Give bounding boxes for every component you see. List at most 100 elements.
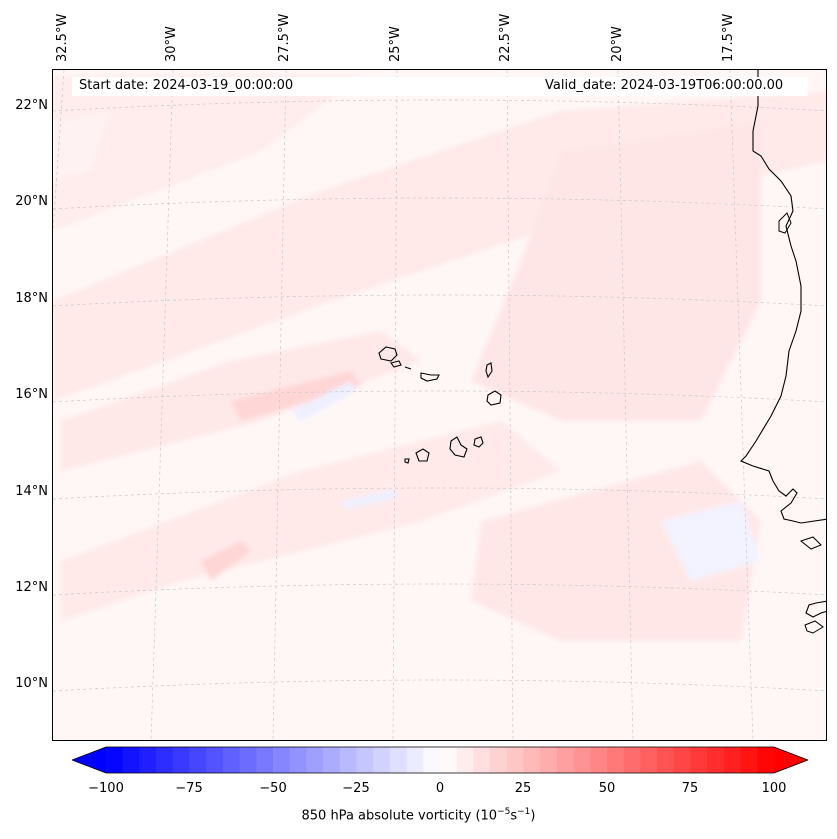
colorbar-segment — [673, 747, 691, 773]
gridline-lon-27-5 — [272, 70, 287, 740]
island-brava — [404, 458, 410, 464]
gridline-lon-30 — [150, 70, 174, 740]
contour-band-north — [53, 76, 361, 231]
colorbar-label: 850 hPa absolute vorticity (10−5s−1) — [0, 807, 837, 823]
colorbar-extend-min — [72, 747, 106, 773]
africa-coast-fragment-2 — [799, 536, 822, 550]
africa-coast-fragment-3 — [804, 620, 824, 634]
colorbar-segment — [757, 747, 775, 773]
gridline-lon-32-5 — [53, 70, 65, 232]
contour-streak-1 — [231, 371, 361, 421]
colorbar-segment — [506, 747, 524, 773]
negative-streak-2 — [341, 489, 396, 509]
africa-coast-fragment-1 — [778, 212, 792, 234]
colorbar-segment — [523, 747, 541, 773]
colorbar-segment — [222, 747, 241, 773]
lon-label-32-5w: 32.5°W — [55, 13, 70, 62]
island-sao-vicente — [390, 360, 402, 368]
colorbar-segment — [356, 747, 374, 773]
negative-patch-coast — [661, 501, 761, 581]
colorbar-segment — [423, 747, 441, 773]
island-fogo — [415, 448, 430, 462]
gridline-lat-16 — [53, 390, 826, 403]
gridline-lat-20 — [53, 197, 826, 210]
contour-band-northwest — [53, 111, 111, 181]
lon-label-30w: 30°W — [164, 26, 179, 62]
gridline-lat-14 — [53, 487, 826, 500]
colorbar-tick-0: −100 — [88, 781, 124, 796]
colorbar-extend-max — [774, 747, 808, 773]
colorbar-segment — [306, 747, 324, 773]
gridline-lon-17-5 — [729, 70, 754, 740]
africa-coastline — [740, 70, 826, 618]
colorbar-label-exponent-1: −5 — [497, 807, 511, 817]
colorbar-segment — [590, 747, 608, 773]
colorbar-segment — [540, 747, 558, 773]
colorbar — [72, 746, 808, 774]
header-strip — [72, 77, 808, 96]
colorbar-label-exponent-2: −1 — [517, 807, 531, 817]
gridline-lon-25 — [392, 70, 398, 740]
gridline-lon-20 — [617, 70, 634, 740]
gridline-lat-10 — [53, 679, 826, 692]
colorbar-segment — [323, 747, 341, 773]
colorbar-tick-6: 50 — [598, 781, 616, 796]
graticule — [53, 70, 826, 740]
colorbar-segment — [740, 747, 758, 773]
lat-label-18n: 18°N — [15, 291, 48, 306]
contour-band-southeast — [471, 461, 761, 641]
lat-label-16n: 16°N — [15, 387, 48, 402]
lon-label-17-5w: 17.5°W — [721, 13, 736, 62]
island-santo-antao — [378, 346, 398, 362]
colorbar-segment — [640, 747, 658, 773]
lon-label-25w: 25°W — [388, 26, 403, 62]
lat-label-10n: 10°N — [15, 676, 48, 691]
colorbar-tick-8: 100 — [761, 781, 787, 796]
colorbar-tick-2: −50 — [259, 781, 287, 796]
colorbar-segment — [389, 747, 408, 773]
colorbar-segment — [139, 747, 157, 773]
colorbar-label-unit: s — [510, 808, 518, 824]
colorbar-segment — [657, 747, 675, 773]
colorbar-segment — [690, 747, 708, 773]
colorbar-segment — [623, 747, 641, 773]
gridline-lat-12 — [53, 583, 826, 596]
colorbar-segment — [206, 747, 224, 773]
colorbar-segment — [723, 747, 742, 773]
lon-label-20w: 20°W — [610, 26, 625, 62]
map-field-svg — [53, 70, 826, 740]
colorbar-segment — [406, 747, 424, 773]
negative-streak-1 — [291, 381, 356, 421]
contour-band-east — [471, 121, 761, 421]
colorbar-segment — [456, 747, 474, 773]
colorbar-tick-3: −25 — [342, 781, 370, 796]
start-date-label: Start date: 2024-03-19_00:00:00 — [79, 78, 294, 93]
contour-streak-3 — [201, 541, 251, 581]
colorbar-segment — [473, 747, 491, 773]
colorbar-segment — [289, 747, 307, 773]
colorbar-segment — [707, 747, 725, 773]
colorbar-segment — [490, 747, 508, 773]
colorbar-segment — [106, 747, 124, 773]
lon-label-27-5w: 27.5°W — [277, 13, 292, 62]
vorticity-map — [52, 69, 827, 741]
colorbar-segment — [189, 747, 207, 773]
island-santiago — [449, 436, 468, 458]
colorbar-segment — [607, 747, 625, 773]
lat-label-12n: 12°N — [15, 580, 48, 595]
colorbar-segment — [156, 747, 174, 773]
colorbar-segment — [373, 747, 391, 773]
colorbar-segment — [239, 747, 257, 773]
colorbar-tick-5: 25 — [514, 781, 532, 796]
colorbar-segment — [273, 747, 291, 773]
colorbar-label-close: ) — [530, 808, 536, 824]
colorbar-label-text: 850 hPa absolute vorticity (10 — [301, 808, 498, 824]
colorbar-tick-7: 75 — [681, 781, 699, 796]
lat-label-22n: 22°N — [15, 98, 48, 113]
colorbar-tick-1: −75 — [175, 781, 203, 796]
lat-label-20n: 20°N — [15, 194, 48, 209]
island-sao-nicolau — [420, 372, 440, 382]
valid-date-label: Valid_date: 2024-03-19T06:00:00.00 — [545, 78, 784, 93]
gridline-lat-18 — [53, 294, 826, 307]
colorbar-segment — [573, 747, 591, 773]
